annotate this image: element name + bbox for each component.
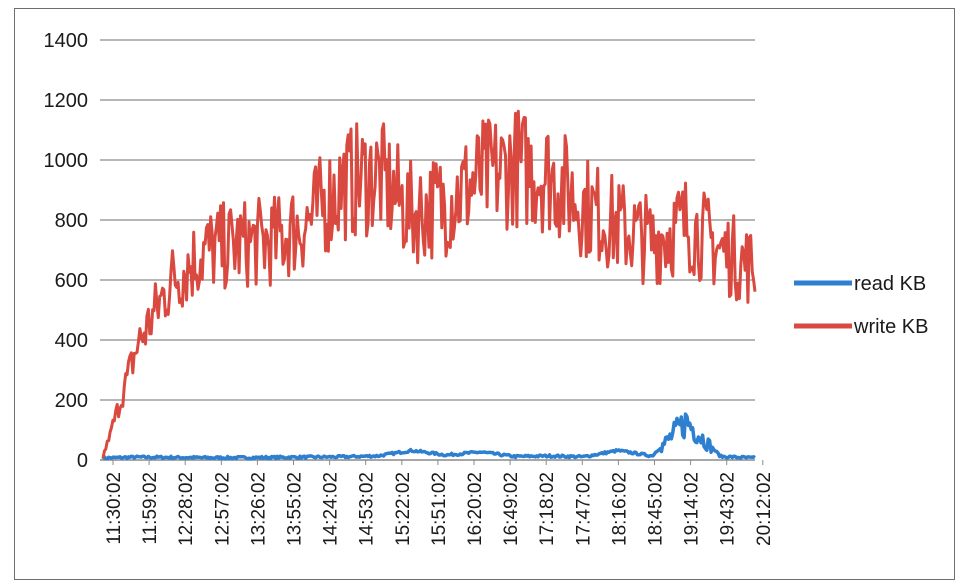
x-tick-label: 14:24:02 [321,472,342,546]
y-tick-label: 800 [55,210,88,232]
x-tick-label: 14:53:02 [357,472,378,546]
x-tick-label: 17:47:02 [573,472,594,546]
x-tick-label: 13:26:02 [248,472,269,546]
gridlines [100,39,755,461]
y-tick-label: 400 [55,330,88,352]
x-tick-label: 19:43:02 [718,472,739,546]
x-tick-label: 16:49:02 [501,472,522,546]
y-tick-label: 1200 [44,90,89,112]
x-tick-label: 20:12:02 [754,472,775,546]
series [101,109,757,461]
y-tick-label: 600 [55,270,88,292]
x-tick-label: 13:55:02 [285,472,306,546]
x-tick-label: 12:28:02 [176,472,197,546]
x-tick-label: 17:18:02 [537,472,558,546]
legend-label: write KB [853,316,928,338]
x-tick-label: 15:22:02 [393,472,414,546]
x-tick-label: 11:30:02 [104,472,125,545]
x-tick-label: 19:14:02 [682,472,703,546]
y-tick-label: 1000 [44,150,89,172]
series-line-write-kb [101,109,757,459]
x-tick-label: 18:16:02 [609,472,630,546]
x-tick-label: 18:45:02 [646,472,667,546]
x-tick-label: 16:20:02 [465,472,486,546]
legend-label: read KB [854,273,926,295]
x-tick-label: 11:59:02 [140,472,161,545]
series-line-read-kb [101,412,756,461]
x-tick-label: 12:57:02 [212,472,233,546]
y-axis: 0 200 400 600 800 1000 1200 1400 [44,30,89,472]
y-tick-label: 1400 [44,30,89,52]
legend: read KB write KB [794,273,928,338]
y-tick-label: 200 [55,390,88,412]
y-tick-label: 0 [77,450,88,472]
x-axis: 11:30:02 11:59:02 12:28:02 12:57:02 13:26:02… [104,460,775,546]
x-tick-label: 15:51:02 [429,472,450,546]
